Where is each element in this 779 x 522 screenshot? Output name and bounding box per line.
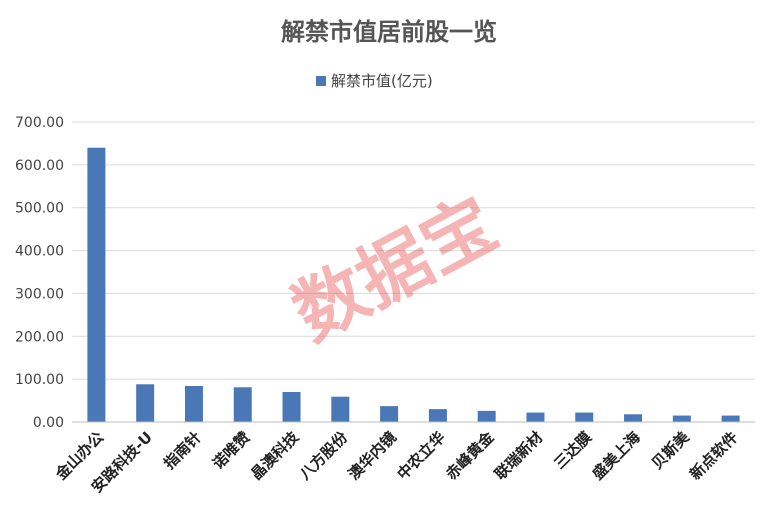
bar xyxy=(184,386,203,422)
bar xyxy=(136,384,155,422)
y-tick-label: 400.00 xyxy=(15,244,64,260)
x-tick-label: 三达膜 xyxy=(551,428,596,473)
x-tick-label: 指南针 xyxy=(160,428,205,473)
bar xyxy=(575,412,594,422)
x-tick-label: 澳华内镜 xyxy=(345,428,400,483)
bar xyxy=(87,147,106,422)
y-tick-label: 0.00 xyxy=(33,415,64,431)
bar xyxy=(428,409,447,422)
bar xyxy=(672,415,691,422)
y-tick-label: 300.00 xyxy=(15,286,64,302)
x-tick-label: 新点软件 xyxy=(686,428,741,483)
x-tick-label: 贝斯美 xyxy=(648,427,693,472)
bar xyxy=(331,396,350,422)
bar xyxy=(233,387,252,422)
legend-label: 解禁市值(亿元) xyxy=(331,72,433,90)
legend: 解禁市值(亿元) xyxy=(316,72,433,90)
chart-title: 解禁市值居前股一览 xyxy=(281,17,497,46)
bar xyxy=(477,410,496,422)
y-tick-label: 100.00 xyxy=(15,372,64,388)
bar xyxy=(282,392,301,422)
y-tick-label: 700.00 xyxy=(15,115,64,131)
bar xyxy=(526,412,545,422)
x-tick-label: 晶澳科技 xyxy=(247,427,303,483)
x-tick-label: 盛美上海 xyxy=(589,428,644,483)
x-tick-label: 八方股份 xyxy=(295,427,352,484)
x-tick-label: 诺唯赞 xyxy=(209,428,254,473)
x-tick-label: 联瑞新材 xyxy=(491,428,546,483)
y-tick-label: 500.00 xyxy=(15,201,64,217)
x-tick-label: 中农立华 xyxy=(394,428,449,483)
y-tick-label: 600.00 xyxy=(15,158,64,174)
bar xyxy=(624,414,643,422)
bars xyxy=(87,147,740,422)
y-axis-ticks: 0.00 100.00 200.00 300.00 400.00 500.00 600.00… xyxy=(15,115,64,431)
gridlines xyxy=(72,121,755,380)
y-tick-label: 200.00 xyxy=(15,329,64,345)
x-tick-label: 赤峰黄金 xyxy=(442,427,498,483)
legend-swatch xyxy=(316,76,326,86)
bar xyxy=(721,415,740,422)
bar xyxy=(380,406,399,422)
